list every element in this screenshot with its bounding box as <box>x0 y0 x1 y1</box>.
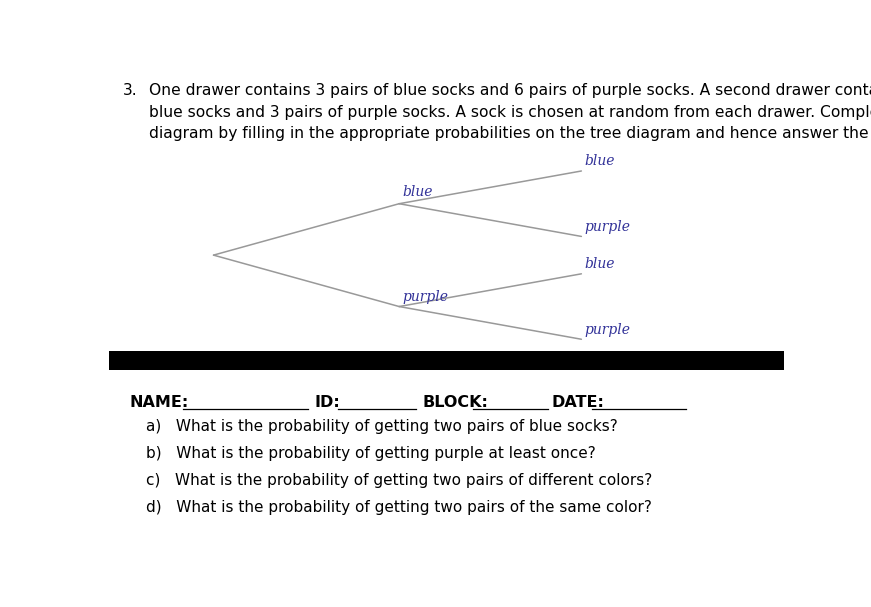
Text: NAME:: NAME: <box>129 395 188 410</box>
Text: b)   What is the probability of getting purple at least once?: b) What is the probability of getting pu… <box>146 446 596 461</box>
Text: purple: purple <box>584 324 631 337</box>
Text: d)   What is the probability of getting two pairs of the same color?: d) What is the probability of getting tw… <box>146 500 652 515</box>
Text: ID:: ID: <box>314 395 341 410</box>
Text: DATE:: DATE: <box>551 395 604 410</box>
Text: blue: blue <box>584 257 615 271</box>
Text: a)   What is the probability of getting two pairs of blue socks?: a) What is the probability of getting tw… <box>146 419 618 434</box>
Text: 3.: 3. <box>122 83 137 98</box>
Text: blue: blue <box>584 154 615 168</box>
Text: blue socks and 3 pairs of purple socks. A sock is chosen at random from each dra: blue socks and 3 pairs of purple socks. … <box>150 104 871 120</box>
Text: c)   What is the probability of getting two pairs of different colors?: c) What is the probability of getting tw… <box>146 473 652 488</box>
Text: blue: blue <box>402 185 433 199</box>
Text: purple: purple <box>402 290 449 304</box>
Text: BLOCK:: BLOCK: <box>422 395 489 410</box>
Bar <box>109 351 784 370</box>
Text: diagram by filling in the appropriate probabilities on the tree diagram and henc: diagram by filling in the appropriate pr… <box>150 126 871 141</box>
Text: One drawer contains 3 pairs of blue socks and 6 pairs of purple socks. A second : One drawer contains 3 pairs of blue sock… <box>150 83 871 98</box>
Text: purple: purple <box>584 220 631 234</box>
